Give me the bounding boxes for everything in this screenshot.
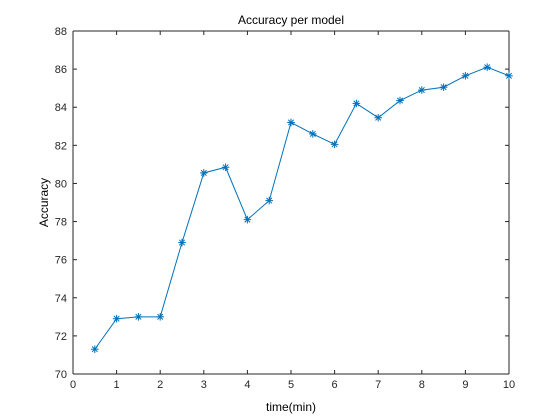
asterisk-stroke <box>375 114 382 121</box>
chart-title: Accuracy per model <box>238 13 344 27</box>
x-tick-label: 7 <box>375 379 381 391</box>
asterisk-stroke <box>113 315 120 322</box>
asterisk-stroke <box>505 72 513 79</box>
plot-area <box>73 31 509 374</box>
asterisk-stroke <box>222 164 229 171</box>
y-tick-label: 86 <box>55 64 67 76</box>
data-point <box>91 345 99 354</box>
data-point <box>461 71 470 80</box>
y-tick-label: 70 <box>55 369 67 381</box>
series-group <box>91 63 513 354</box>
data-point <box>352 99 361 108</box>
x-tick-label: 1 <box>114 379 120 391</box>
asterisk-stroke <box>484 64 491 71</box>
x-axis-title: time(min) <box>266 400 316 414</box>
x-tick-label: 9 <box>462 379 468 391</box>
data-point <box>287 118 295 127</box>
data-point <box>134 313 143 321</box>
asterisk-stroke <box>353 100 360 107</box>
data-point <box>439 83 448 92</box>
data-point <box>178 238 186 247</box>
asterisk-stroke <box>157 313 164 320</box>
asterisk-stroke <box>266 197 273 204</box>
asterisk-stroke <box>135 313 142 320</box>
asterisk-stroke <box>462 72 469 79</box>
data-point <box>309 130 317 138</box>
y-tick-label: 82 <box>55 140 67 152</box>
data-point <box>330 140 339 149</box>
x-tick-label: 0 <box>70 379 76 391</box>
data-point <box>200 169 208 177</box>
y-tick-label: 88 <box>55 26 67 38</box>
y-tick-label: 72 <box>55 331 67 343</box>
data-point <box>418 86 426 94</box>
y-axis-title: Accuracy <box>37 178 51 227</box>
x-tick-label: 4 <box>244 379 250 391</box>
data-point <box>112 314 121 323</box>
asterisk-stroke <box>309 130 316 137</box>
data-point <box>265 196 273 205</box>
data-point <box>505 71 513 80</box>
x-tick-label: 8 <box>419 379 425 391</box>
y-tick-label: 76 <box>55 255 67 267</box>
asterisk-stroke <box>440 84 447 91</box>
x-tick-label: 6 <box>332 379 338 391</box>
asterisk-stroke <box>200 169 207 177</box>
y-tick-label: 78 <box>55 217 67 229</box>
data-point <box>221 163 230 172</box>
y-tick-label: 84 <box>55 102 67 114</box>
data-point <box>374 113 382 122</box>
x-tick-label: 5 <box>288 379 294 391</box>
asterisk-stroke <box>396 97 404 104</box>
asterisk-stroke <box>178 239 186 246</box>
data-point <box>156 313 164 321</box>
y-tick-label: 80 <box>55 178 67 190</box>
data-point <box>243 215 252 224</box>
asterisk-stroke <box>91 346 98 353</box>
asterisk-stroke <box>287 119 295 126</box>
y-tick-label: 74 <box>55 293 67 305</box>
asterisk-stroke <box>331 141 338 148</box>
asterisk-stroke <box>418 87 425 94</box>
x-tick-label: 3 <box>201 379 207 391</box>
x-tick-label: 10 <box>503 379 515 391</box>
data-point <box>396 96 404 105</box>
data-point <box>483 63 491 72</box>
x-tick-label: 2 <box>157 379 163 391</box>
asterisk-stroke <box>244 216 251 223</box>
